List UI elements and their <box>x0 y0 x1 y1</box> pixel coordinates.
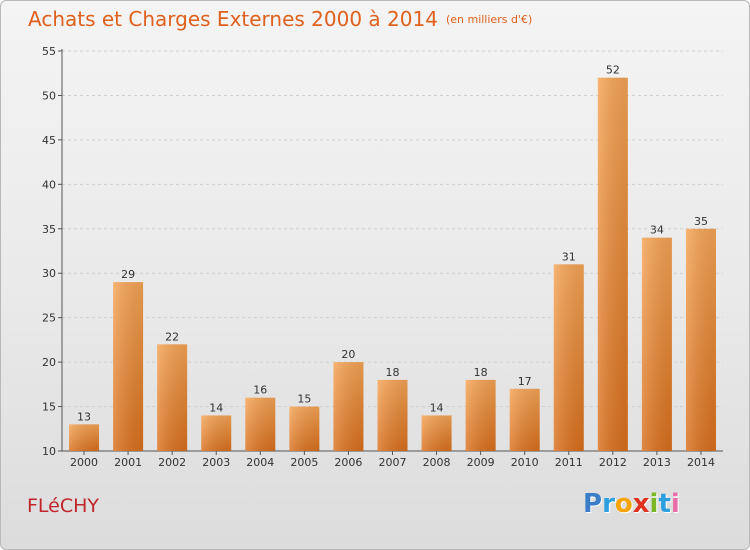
bar-value-label: 31 <box>562 250 576 263</box>
bar-value-label: 15 <box>297 393 311 406</box>
x-tick-label: 2007 <box>379 456 407 469</box>
y-tick-label: 25 <box>42 312 56 325</box>
data-labels: 13 29 22 14 16 15 20 18 14 18 17 31 52 34 35 <box>77 64 708 424</box>
bar-value-label: 13 <box>77 410 91 423</box>
x-tick-label: 2002 <box>158 456 186 469</box>
axes: 10 15 20 25 30 35 40 45 50 55 2000 2001 2002 2003 2004… <box>42 45 723 469</box>
y-tick-label: 30 <box>42 267 56 280</box>
chart-title: Achats et Charges Externes 2000 à 2014 (e… <box>28 7 532 31</box>
bar-shade <box>509 388 540 451</box>
bar-shade <box>245 397 276 451</box>
logo-letter: r <box>602 489 615 519</box>
x-tick-label: 2001 <box>114 456 142 469</box>
bar-shade <box>597 77 628 452</box>
y-tick-label: 35 <box>42 223 56 236</box>
x-tick-label: 2009 <box>467 456 495 469</box>
x-tick-label: 2012 <box>599 456 627 469</box>
x-tick-label: 2008 <box>423 456 451 469</box>
bar-shade <box>553 264 584 451</box>
bar-shade <box>685 228 716 451</box>
chart-subtitle: (en milliers d'€) <box>445 13 533 26</box>
y-tick-label: 50 <box>42 89 56 102</box>
y-tick-label: 45 <box>42 134 56 147</box>
bar-shade <box>113 282 144 451</box>
y-tick-label: 40 <box>42 178 56 191</box>
x-tick-label: 2010 <box>511 456 539 469</box>
bar-shade <box>465 379 496 451</box>
bar-value-label: 34 <box>650 224 664 237</box>
bar-value-label: 18 <box>386 366 400 379</box>
bar-shade <box>201 415 232 451</box>
bar-value-label: 17 <box>518 375 532 388</box>
bar-value-label: 14 <box>209 401 223 414</box>
x-tick-label: 2003 <box>202 456 230 469</box>
y-tick-label: 55 <box>42 45 56 58</box>
bar-shade <box>377 379 408 451</box>
y-tick-label: 10 <box>42 445 56 458</box>
bar-shade <box>421 415 452 451</box>
x-tick-label: 2000 <box>70 456 98 469</box>
bar-shade <box>69 424 100 451</box>
chart-title-text: Achats et Charges Externes 2000 à 2014 <box>28 7 438 31</box>
logo-letter: o <box>614 489 633 519</box>
logo-letter: P <box>583 489 603 519</box>
commune-name: FLéCHY <box>27 495 100 517</box>
x-tick-label: 2011 <box>555 456 583 469</box>
bar-shade <box>641 237 672 451</box>
y-tick-label: 15 <box>42 401 56 414</box>
logo-letter: i <box>649 489 659 519</box>
bar-value-label: 18 <box>474 366 488 379</box>
bar-value-label: 16 <box>253 384 267 397</box>
logo-letter: x <box>632 489 650 519</box>
bar-value-label: 20 <box>341 348 355 361</box>
x-tick-label: 2006 <box>334 456 362 469</box>
logo-letter: t <box>658 489 671 519</box>
x-tick-label: 2014 <box>687 456 715 469</box>
bar-shade <box>333 362 364 451</box>
bar-value-label: 14 <box>430 401 444 414</box>
x-tick-label: 2004 <box>246 456 274 469</box>
logo-letter: i <box>670 489 680 519</box>
bar-shade <box>289 406 320 451</box>
bar-value-label: 22 <box>165 330 179 343</box>
bar-value-label: 52 <box>606 64 620 77</box>
bars <box>69 77 716 452</box>
y-tick-label: 20 <box>42 356 56 369</box>
bar-shade <box>157 344 188 451</box>
bar-value-label: 35 <box>694 215 708 228</box>
bar-value-label: 29 <box>121 268 135 281</box>
x-tick-label: 2005 <box>290 456 318 469</box>
x-tick-label: 2013 <box>643 456 671 469</box>
proxiti-logo[interactable]: Proxiti <box>583 489 680 519</box>
